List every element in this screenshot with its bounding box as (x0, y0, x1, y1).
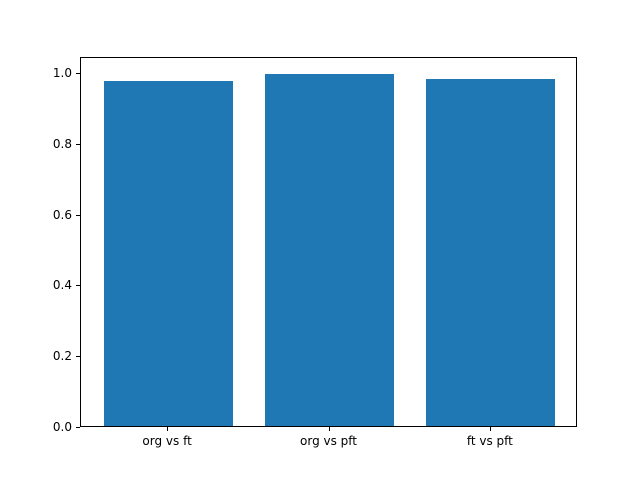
x-tick-mark (328, 427, 330, 431)
y-tick-label: 0.0 (52, 420, 72, 434)
y-tick-mark (76, 214, 80, 216)
bar-org-vs-pft (264, 73, 395, 426)
x-tick-mark (489, 427, 491, 431)
x-tick-label: ft vs pft (466, 434, 513, 448)
y-tick-label: 0.8 (52, 136, 72, 151)
y-tick-label: 0.2 (52, 349, 72, 364)
x-tick-mark (167, 427, 169, 431)
y-tick-label: 1.0 (52, 65, 72, 80)
y-tick-label: 0.4 (52, 278, 72, 293)
x-tick-label: org vs pft (300, 434, 357, 448)
y-tick-mark (76, 143, 80, 145)
bar-org-vs-ft (103, 80, 233, 426)
y-tick-label: 0.6 (52, 207, 72, 222)
y-tick-mark (76, 285, 80, 287)
y-tick-mark (76, 427, 80, 428)
x-tick-label: org vs ft (142, 434, 192, 448)
plot-area (80, 57, 577, 427)
y-tick-mark (76, 356, 80, 358)
bar-ft-vs-pft (426, 79, 556, 426)
y-tick-mark (76, 72, 80, 74)
